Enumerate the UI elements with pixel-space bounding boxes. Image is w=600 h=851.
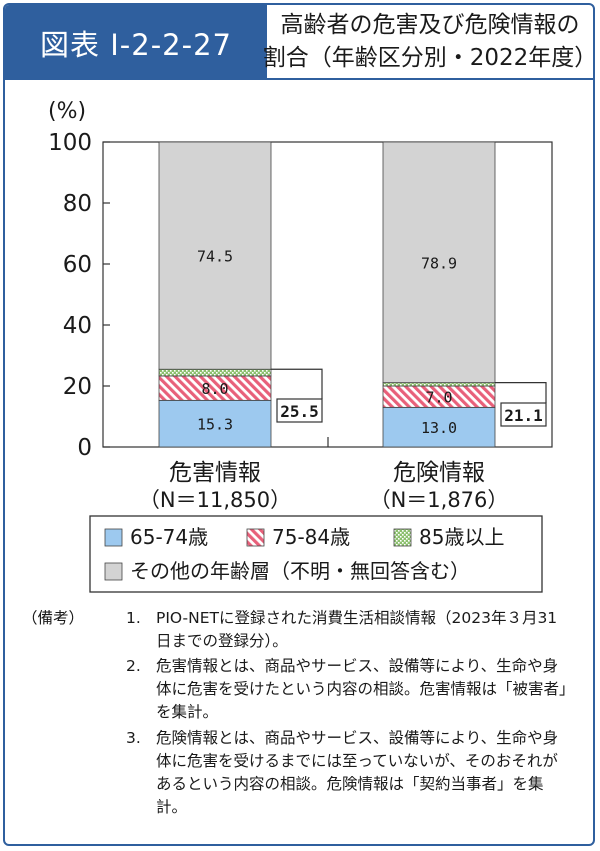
bar-segment	[382, 382, 496, 387]
y-tick-label: 100	[48, 130, 92, 156]
note-text: 危険情報とは、商品やサービス、設備等により、生命や身体に危害を受けるまでには至っ…	[156, 729, 559, 816]
legend-swatch	[104, 562, 123, 581]
note-number: 2.	[126, 657, 141, 675]
bar-segment	[158, 399, 272, 448]
y-tick-label: 0	[77, 435, 92, 461]
data-label: 7.0	[425, 389, 452, 407]
figure-number: 図表 I-2-2-27	[5, 5, 267, 80]
figure-title-line2: 割合（年齢区分別・2022年度）	[262, 44, 595, 71]
note-item: 1. PIO-NETに登録された消費生活相談情報（2023年３月31日までの登録…	[126, 607, 571, 653]
legend-swatch	[246, 528, 265, 547]
bar-segment	[158, 141, 272, 370]
total-label: 25.5	[280, 402, 319, 421]
data-label: 78.9	[421, 254, 457, 272]
data-label: 74.5	[197, 248, 233, 266]
legend-label: 85歳以上	[419, 525, 504, 549]
note-number: 1.	[126, 609, 141, 627]
category-sublabel: （N＝11,850）	[139, 488, 291, 512]
stacked-bar-chart: (%)02040608010015.38.02.274.525.5危害情報（N＝…	[48, 99, 553, 593]
figure-title-line1: 高齢者の危害及び危険情報の	[280, 11, 580, 38]
legend-swatch	[104, 528, 123, 547]
legend-label: 75-84歳	[272, 525, 350, 549]
y-tick-label: 80	[63, 191, 92, 217]
bar-segment	[158, 368, 272, 377]
bar-segment	[158, 375, 272, 401]
legend-swatch	[393, 528, 412, 547]
note-item: 3. 危険情報とは、商品やサービス、設備等により、生命や身体に危害を受けるまでに…	[126, 727, 571, 819]
category-sublabel: （N＝1,876）	[370, 488, 509, 512]
y-axis-label: (%)	[48, 99, 86, 124]
category-label: 危険情報	[393, 460, 485, 486]
category-label: 危害情報	[169, 460, 261, 486]
note-text: PIO-NETに登録された消費生活相談情報（2023年３月31日までの登録分）。	[156, 609, 558, 650]
total-box	[500, 402, 547, 427]
data-label: 8.0	[201, 380, 228, 398]
notes-label: （備考）	[22, 609, 85, 627]
total-label: 21.1	[504, 406, 543, 425]
total-connector	[271, 368, 323, 399]
y-tick-label: 40	[63, 313, 92, 339]
bar-segment	[382, 141, 496, 384]
y-tick-label: 20	[63, 374, 92, 400]
legend-label: その他の年齢層（不明・無回答含む）	[130, 559, 470, 583]
legend-box	[89, 515, 543, 593]
total-box	[276, 398, 323, 423]
note-item: 2. 危害情報とは、商品やサービス、設備等により、生命や身体に危害を受けたという…	[126, 655, 571, 724]
data-label: 13.0	[421, 419, 457, 437]
y-tick-label: 60	[63, 252, 92, 278]
total-connector	[495, 382, 547, 403]
figure-title: 高齢者の危害及び危険情報の 割合（年齢区分別・2022年度）	[263, 5, 593, 80]
note-number: 3.	[126, 729, 141, 747]
bar-segment	[382, 406, 496, 448]
note-text: 危害情報とは、商品やサービス、設備等により、生命や身体に危害を受けたという内容の…	[156, 657, 567, 721]
legend-label: 65-74歳	[130, 525, 208, 549]
data-label: 15.3	[197, 416, 233, 434]
